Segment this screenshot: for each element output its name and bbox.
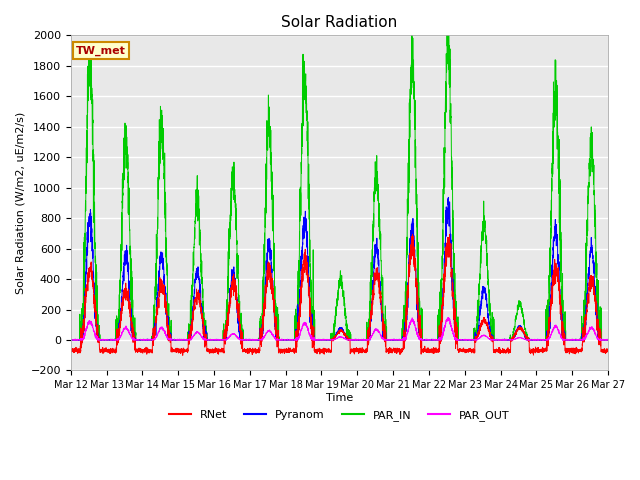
PAR_OUT bbox=[460, 337, 468, 343]
PAR_OUT bbox=[430, 336, 438, 342]
RNet bbox=[430, 347, 438, 353]
Line: RNet: RNet bbox=[71, 234, 608, 355]
Pyranom bbox=[67, 337, 75, 343]
PAR_OUT bbox=[67, 337, 75, 343]
Title: Solar Radiation: Solar Radiation bbox=[281, 15, 397, 30]
PAR_IN bbox=[460, 337, 468, 343]
RNet bbox=[319, 349, 327, 355]
PAR_IN bbox=[67, 337, 75, 343]
PAR_IN bbox=[319, 337, 327, 343]
PAR_IN bbox=[604, 336, 611, 342]
PAR_IN bbox=[430, 337, 438, 343]
PAR_IN bbox=[490, 336, 498, 342]
Pyranom bbox=[460, 336, 468, 342]
PAR_OUT bbox=[67, 337, 75, 343]
Pyranom bbox=[319, 337, 327, 343]
Pyranom bbox=[164, 317, 172, 323]
Pyranom bbox=[445, 194, 452, 200]
RNet bbox=[179, 352, 186, 358]
Line: PAR_OUT: PAR_OUT bbox=[71, 317, 608, 340]
RNet bbox=[604, 348, 612, 354]
PAR_OUT bbox=[604, 337, 611, 343]
Pyranom bbox=[490, 337, 498, 343]
PAR_OUT bbox=[445, 314, 452, 320]
PAR_OUT bbox=[490, 337, 498, 343]
Line: Pyranom: Pyranom bbox=[71, 197, 608, 340]
Pyranom bbox=[604, 337, 612, 343]
Text: TW_met: TW_met bbox=[76, 46, 126, 56]
Pyranom bbox=[430, 337, 438, 343]
PAR_OUT bbox=[604, 337, 612, 343]
PAR_IN bbox=[444, 9, 451, 14]
Y-axis label: Solar Radiation (W/m2, uE/m2/s): Solar Radiation (W/m2, uE/m2/s) bbox=[15, 112, 25, 294]
PAR_IN bbox=[164, 291, 172, 297]
RNet bbox=[460, 347, 468, 353]
Legend: RNet, Pyranom, PAR_IN, PAR_OUT: RNet, Pyranom, PAR_IN, PAR_OUT bbox=[164, 406, 514, 425]
PAR_OUT bbox=[319, 337, 327, 343]
X-axis label: Time: Time bbox=[326, 393, 353, 403]
Pyranom bbox=[604, 337, 611, 343]
RNet bbox=[445, 231, 453, 237]
PAR_IN bbox=[67, 337, 75, 343]
Pyranom bbox=[67, 337, 75, 343]
Line: PAR_IN: PAR_IN bbox=[71, 12, 608, 340]
RNet bbox=[163, 315, 171, 321]
PAR_OUT bbox=[164, 336, 172, 342]
RNet bbox=[67, 349, 75, 355]
RNet bbox=[604, 349, 611, 355]
PAR_IN bbox=[604, 337, 612, 343]
RNet bbox=[490, 348, 498, 354]
